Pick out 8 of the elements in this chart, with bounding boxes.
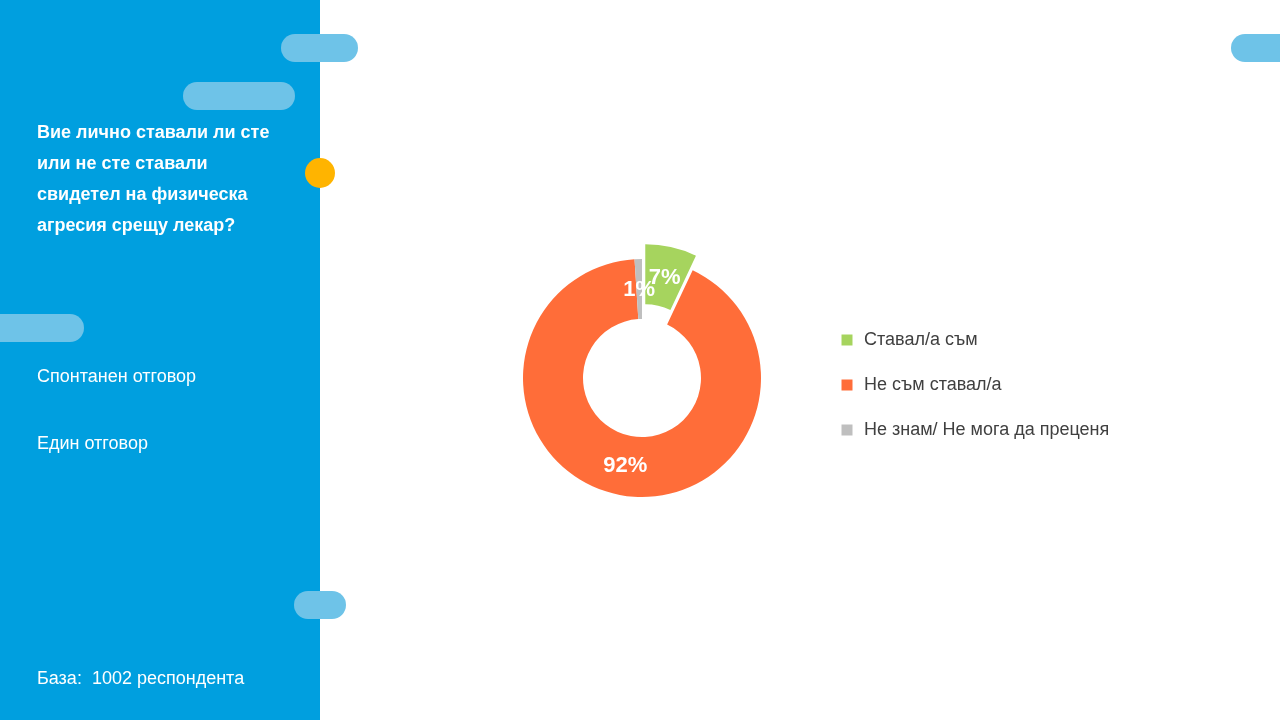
text: Един отговор [37, 433, 148, 454]
data-label: 92% [603, 452, 648, 478]
legend-label: Не съм ставал/а [864, 374, 1003, 394]
text: Вие лично ставали ли сте или не сте ставали свидетел на физическа агресия срещу лекар? [37, 121, 271, 237]
legend-label: Не знам/ Не мога да преценя [864, 419, 1110, 439]
legend-label: Ставал/а съм [864, 329, 978, 349]
text: База: 1002 респондента [37, 668, 245, 689]
text: Спонтанен отговор [37, 366, 197, 387]
